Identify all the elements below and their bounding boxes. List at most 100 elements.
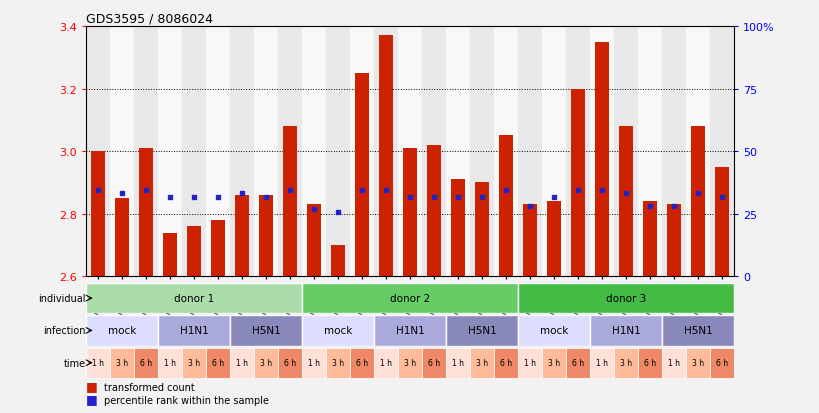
Bar: [690, 127, 704, 277]
Bar: [571, 89, 584, 277]
Bar: [278, 348, 301, 378]
Bar: [446, 316, 518, 346]
Bar: [206, 27, 230, 277]
Text: percentile rank within the sample: percentile rank within the sample: [104, 395, 269, 405]
Text: 1 h: 1 h: [451, 358, 464, 367]
Text: 3 h: 3 h: [188, 358, 200, 367]
Text: 6 h: 6 h: [140, 358, 152, 367]
Bar: [397, 27, 422, 277]
Bar: [163, 233, 176, 277]
Bar: [134, 348, 158, 378]
Bar: [450, 180, 464, 277]
Bar: [613, 27, 637, 277]
Bar: [283, 127, 296, 277]
Bar: [565, 27, 589, 277]
Bar: [235, 195, 248, 277]
Text: 3 h: 3 h: [475, 358, 487, 367]
Bar: [518, 27, 541, 277]
Text: 6 h: 6 h: [212, 358, 224, 367]
Bar: [158, 27, 182, 277]
Text: 6 h: 6 h: [283, 358, 296, 367]
Bar: [589, 316, 661, 346]
Text: 3 h: 3 h: [332, 358, 344, 367]
Bar: [422, 27, 446, 277]
Bar: [278, 27, 301, 277]
Text: 1 h: 1 h: [523, 358, 536, 367]
Bar: [643, 202, 656, 277]
Bar: [307, 205, 320, 277]
Bar: [427, 145, 440, 277]
Bar: [661, 348, 685, 378]
Bar: [446, 27, 469, 277]
Bar: [547, 202, 560, 277]
Text: 6 h: 6 h: [715, 358, 727, 367]
Bar: [518, 348, 541, 378]
Bar: [355, 74, 369, 277]
Bar: [230, 27, 254, 277]
Text: 6 h: 6 h: [643, 358, 655, 367]
Bar: [350, 27, 373, 277]
Bar: [301, 348, 326, 378]
Text: mock: mock: [539, 325, 568, 336]
Bar: [373, 316, 446, 346]
Text: H1N1: H1N1: [179, 325, 208, 336]
Bar: [589, 348, 613, 378]
Bar: [397, 348, 422, 378]
Bar: [661, 27, 685, 277]
Bar: [158, 316, 230, 346]
Bar: [709, 348, 733, 378]
Bar: [685, 27, 709, 277]
Bar: [182, 348, 206, 378]
Text: transformed count: transformed count: [104, 382, 195, 392]
Bar: [714, 167, 727, 277]
Bar: [499, 136, 512, 277]
Text: H5N1: H5N1: [251, 325, 280, 336]
Bar: [637, 27, 661, 277]
Bar: [230, 348, 254, 378]
Text: 1 h: 1 h: [164, 358, 176, 367]
Text: 1 h: 1 h: [92, 358, 104, 367]
Text: 3 h: 3 h: [260, 358, 272, 367]
Bar: [685, 348, 709, 378]
Text: 6 h: 6 h: [571, 358, 583, 367]
Text: 6 h: 6 h: [428, 358, 440, 367]
Bar: [379, 36, 392, 277]
Bar: [230, 316, 301, 346]
Bar: [326, 348, 350, 378]
Text: donor 2: donor 2: [389, 293, 430, 304]
Bar: [139, 149, 152, 277]
Text: donor 3: donor 3: [605, 293, 645, 304]
Bar: [541, 27, 565, 277]
Bar: [182, 27, 206, 277]
Bar: [493, 27, 518, 277]
Bar: [326, 27, 350, 277]
Text: H1N1: H1N1: [611, 325, 640, 336]
Text: mock: mock: [324, 325, 352, 336]
Bar: [301, 27, 326, 277]
Bar: [469, 27, 493, 277]
Bar: [331, 245, 344, 277]
Bar: [158, 348, 182, 378]
Bar: [115, 199, 129, 277]
Bar: [350, 348, 373, 378]
Bar: [373, 348, 397, 378]
Bar: [518, 283, 733, 313]
Bar: [589, 27, 613, 277]
Bar: [565, 348, 589, 378]
Text: 3 h: 3 h: [547, 358, 559, 367]
Text: H5N1: H5N1: [683, 325, 712, 336]
Bar: [709, 27, 733, 277]
Text: 3 h: 3 h: [115, 358, 128, 367]
Bar: [86, 283, 301, 313]
Text: 1 h: 1 h: [308, 358, 319, 367]
Text: 1 h: 1 h: [379, 358, 391, 367]
Text: mock: mock: [108, 325, 136, 336]
Bar: [475, 183, 488, 277]
Text: 1 h: 1 h: [595, 358, 607, 367]
Bar: [523, 205, 536, 277]
Bar: [422, 348, 446, 378]
Bar: [254, 27, 278, 277]
Text: 6 h: 6 h: [355, 358, 368, 367]
Bar: [92, 152, 105, 277]
Bar: [86, 348, 110, 378]
